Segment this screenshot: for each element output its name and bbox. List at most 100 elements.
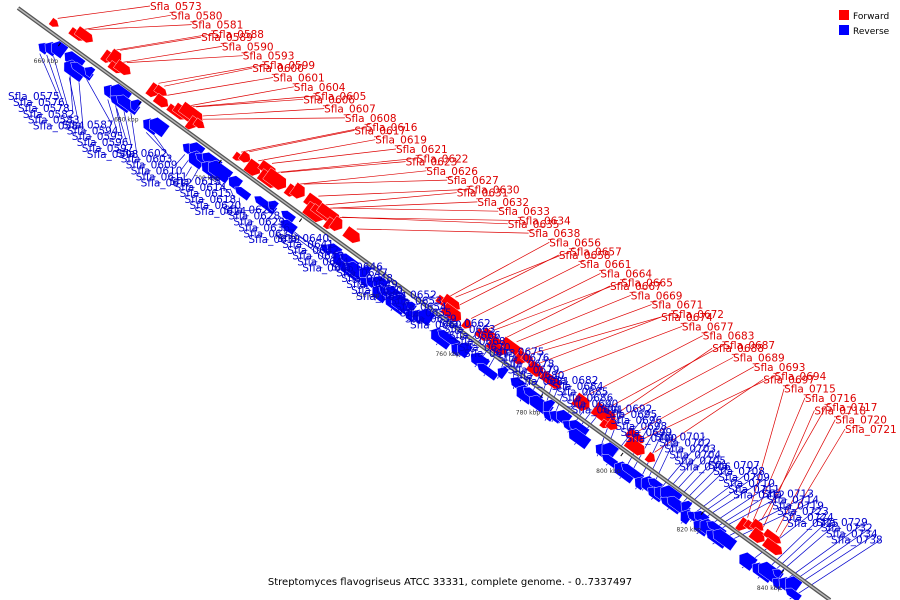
forward-leader-line xyxy=(118,46,222,64)
forward-gene-shape xyxy=(113,59,132,76)
gene-label: Sfla_0714 xyxy=(767,494,819,506)
reverse-leader-line xyxy=(107,99,118,131)
gene-arrow xyxy=(439,302,462,323)
gene-label: Sfla_0725 xyxy=(787,518,839,530)
gene-label: Sfla_0657 xyxy=(570,247,622,259)
gene-label: Sfla_0702 xyxy=(659,438,711,450)
gene-label: Sfla_0612 xyxy=(141,177,193,189)
gene-label: Sfla_0597 xyxy=(82,143,134,155)
gene-label: Sfla_0575 xyxy=(8,91,60,103)
forward-leader-line xyxy=(241,126,366,153)
tick-label: 740 kbp xyxy=(355,292,380,299)
gene-arrow xyxy=(242,158,261,177)
gene-label: Sfla_0590 xyxy=(222,41,274,53)
forward-leader-line xyxy=(80,14,171,31)
forward-leader-line xyxy=(586,335,703,396)
gene-label: Sfla_0666 xyxy=(449,330,501,342)
gene-arrow xyxy=(784,587,803,600)
gene-label: Sfla_0584 xyxy=(33,121,85,133)
gene-label: Sfla_0619 xyxy=(375,135,427,147)
reverse-leader-line xyxy=(229,188,235,200)
tick-label: 700 kbp xyxy=(194,175,219,182)
reverse-gene-shape xyxy=(267,200,280,212)
gene-label: Sfla_0719 xyxy=(772,500,824,512)
gene-arrow xyxy=(460,317,473,330)
reverse-gene-shape xyxy=(149,117,171,138)
tick-label: 840 kbp xyxy=(757,585,782,592)
gene-label: Sfla_0573 xyxy=(150,1,202,13)
gene-label: Sfla_0641 xyxy=(282,239,334,251)
gene-label: Sfla_0607 xyxy=(324,104,376,116)
gene-label: Sfla_0704 xyxy=(669,449,721,461)
gene-arrow xyxy=(280,219,299,236)
tick-mark xyxy=(539,393,544,398)
legend-swatch xyxy=(839,10,849,20)
gene-arrow xyxy=(48,17,60,28)
scale-ticks: 660 kbp 680 kbp 700 kbp 720 kbp 740 kbp 760 k… xyxy=(34,42,785,592)
reverse-gene-shape xyxy=(405,301,417,312)
gene-label: Sfla_0734 xyxy=(826,529,878,541)
forward-gene-shape xyxy=(73,25,94,44)
forward-gene-shape xyxy=(570,392,590,412)
gene-label: Sfla_0706 xyxy=(679,461,731,473)
gene-label: Sfla_0609 xyxy=(126,160,178,172)
forward-leader-line xyxy=(760,407,827,521)
gene-label: Sfla_0581 xyxy=(192,20,244,32)
forward-leader-line xyxy=(164,67,253,87)
tick-mark xyxy=(620,452,624,457)
gene-arrows xyxy=(38,17,803,600)
gene-arrow xyxy=(623,435,646,456)
gene-label: Sfla_0694 xyxy=(775,371,827,383)
gene-label: Sfla_0610 xyxy=(131,166,183,178)
gene-arrow xyxy=(525,359,544,378)
reverse-leader-line xyxy=(719,499,818,546)
gene-label: Sfla_0606 xyxy=(303,94,355,106)
gene-label: Sfla_0650 xyxy=(351,285,403,297)
gene-arrow xyxy=(234,186,252,202)
gene-arrow xyxy=(405,301,417,312)
reverse-gene-shape xyxy=(497,366,510,380)
reverse-gene-shape xyxy=(772,568,784,579)
gene-label: Sfla_0620 xyxy=(190,200,242,212)
reverse-gene-shape xyxy=(476,363,499,382)
gene-label: Sfla_0658 xyxy=(559,250,611,262)
reverse-leader-line xyxy=(789,539,882,600)
gene-label: Sfla_0589 xyxy=(201,32,253,44)
reverse-leader-line xyxy=(298,238,337,268)
gene-arrow xyxy=(738,551,759,572)
gene-label: Sfla_0576 xyxy=(13,97,65,109)
tick-label: 760 kbp xyxy=(435,351,460,358)
gene-label: Sfla_0675 xyxy=(493,347,545,359)
forward-leader-line xyxy=(608,347,713,420)
gene-arrow xyxy=(328,215,343,232)
reverse-leader-line xyxy=(130,111,138,155)
forward-gene-shape xyxy=(152,92,169,108)
gene-label: Sfla_0693 xyxy=(754,362,806,374)
gene-label: Sfla_0647 xyxy=(336,267,388,279)
gene-label: Sfla_0604 xyxy=(294,82,346,94)
gene-label: Sfla_0600 xyxy=(252,63,304,75)
gene-arrow xyxy=(457,341,474,359)
gene-label: Sfla_0682 xyxy=(547,375,599,387)
forward-leader-line xyxy=(616,357,734,420)
gene-label: Sfla_0720 xyxy=(835,415,887,427)
gene-label: Sfla_0624 xyxy=(195,206,247,218)
reverse-leader-line xyxy=(152,133,171,159)
gene-label: Sfla_0603 xyxy=(121,154,173,166)
reverse-gene-shape xyxy=(738,551,759,572)
tick-label: 680 kbp xyxy=(114,117,139,124)
reverse-leader-line xyxy=(53,56,69,108)
gene-label: Sfla_0656 xyxy=(549,237,601,249)
gene-label: Sfla_0613 xyxy=(170,176,222,188)
gene-label: Sfla_0699 xyxy=(621,427,673,439)
gene-arrow xyxy=(418,308,436,327)
gene-label: Sfla_0640 xyxy=(277,233,329,245)
forward-leader-line xyxy=(126,55,243,63)
forward-gene-shape xyxy=(341,225,361,244)
forward-leader-line xyxy=(455,251,571,298)
forward-gene-shape xyxy=(734,516,748,532)
gene-label: Sfla_0625 xyxy=(224,205,276,217)
reverse-leader-line xyxy=(123,109,133,149)
gene-label: Sfla_0664 xyxy=(600,268,652,280)
gene-label: Sfla_0716 xyxy=(805,393,857,405)
